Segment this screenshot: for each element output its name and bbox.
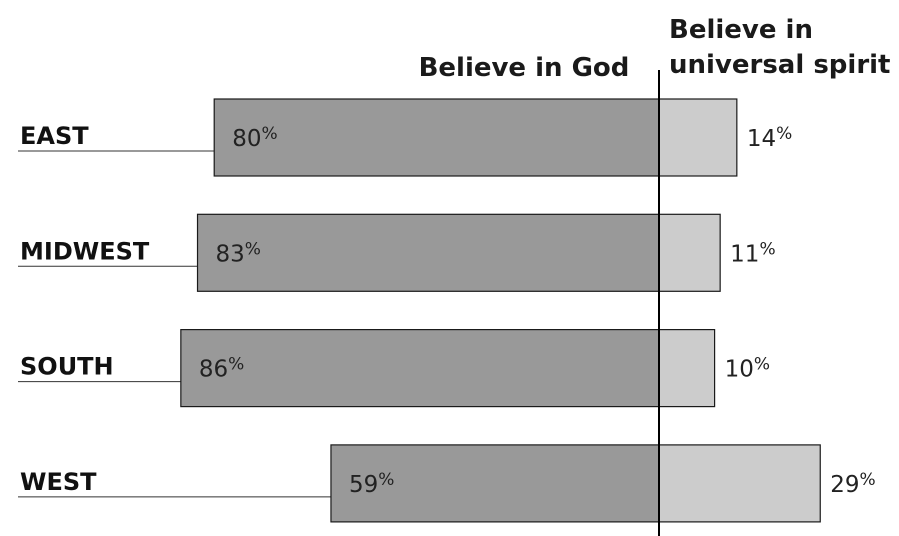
region-label-east: EAST bbox=[20, 122, 89, 150]
bar-spirit-east bbox=[658, 98, 738, 177]
value-label-spirit-west: 29% bbox=[830, 470, 875, 498]
value-label-god-south: 86% bbox=[199, 355, 244, 383]
bar-god-south bbox=[180, 329, 660, 408]
chart-marks: EAST 80% 14%MIDWEST 83% 11%SOUTH 86% 10%WEST 59… bbox=[18, 98, 876, 523]
series-header-universal-spirit-line-2: universal spirit bbox=[669, 50, 890, 80]
series-header-believe-in-god: Believe in God bbox=[419, 53, 630, 83]
bar-god-west bbox=[330, 444, 660, 523]
bar-god-midwest bbox=[196, 213, 660, 292]
region-label-west: WEST bbox=[20, 468, 97, 496]
bar-spirit-west bbox=[658, 444, 821, 523]
bar-god-east bbox=[213, 98, 660, 177]
region-label-south: SOUTH bbox=[20, 353, 114, 381]
value-label-spirit-south: 10% bbox=[725, 355, 770, 383]
region-label-midwest: MIDWEST bbox=[20, 237, 150, 265]
series-headers: Believe in God Believe in universal spir… bbox=[419, 15, 891, 83]
bar-spirit-midwest bbox=[658, 213, 721, 292]
value-label-spirit-east: 14% bbox=[747, 124, 792, 152]
bar-spirit-south bbox=[658, 329, 716, 408]
value-label-spirit-midwest: 11% bbox=[730, 239, 775, 267]
series-header-universal-spirit-line-1: Believe in bbox=[669, 15, 813, 45]
